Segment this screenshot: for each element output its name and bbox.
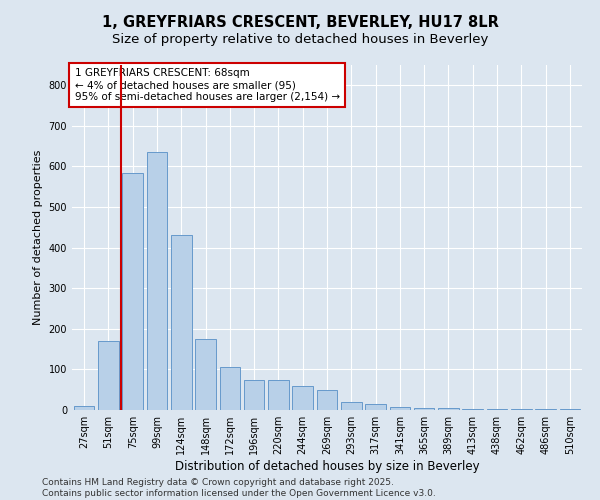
- Bar: [195, 339, 216, 410]
- Bar: [341, 402, 362, 410]
- Bar: [560, 409, 580, 410]
- Bar: [98, 341, 119, 410]
- Bar: [487, 409, 508, 410]
- Text: 1 GREYFRIARS CRESCENT: 68sqm
← 4% of detached houses are smaller (95)
95% of sem: 1 GREYFRIARS CRESCENT: 68sqm ← 4% of det…: [74, 68, 340, 102]
- Bar: [146, 152, 167, 410]
- Bar: [292, 386, 313, 410]
- Bar: [414, 408, 434, 410]
- Bar: [535, 409, 556, 410]
- Bar: [244, 380, 265, 410]
- Bar: [268, 380, 289, 410]
- Bar: [365, 404, 386, 410]
- Bar: [511, 409, 532, 410]
- Bar: [463, 409, 483, 410]
- Bar: [74, 406, 94, 410]
- Bar: [389, 407, 410, 410]
- Bar: [438, 408, 459, 410]
- Bar: [171, 236, 191, 410]
- Y-axis label: Number of detached properties: Number of detached properties: [33, 150, 43, 325]
- Bar: [220, 368, 240, 410]
- Text: Size of property relative to detached houses in Beverley: Size of property relative to detached ho…: [112, 32, 488, 46]
- X-axis label: Distribution of detached houses by size in Beverley: Distribution of detached houses by size …: [175, 460, 479, 473]
- Text: Contains HM Land Registry data © Crown copyright and database right 2025.
Contai: Contains HM Land Registry data © Crown c…: [42, 478, 436, 498]
- Bar: [122, 172, 143, 410]
- Text: 1, GREYFRIARS CRESCENT, BEVERLEY, HU17 8LR: 1, GREYFRIARS CRESCENT, BEVERLEY, HU17 8…: [101, 15, 499, 30]
- Bar: [317, 390, 337, 410]
